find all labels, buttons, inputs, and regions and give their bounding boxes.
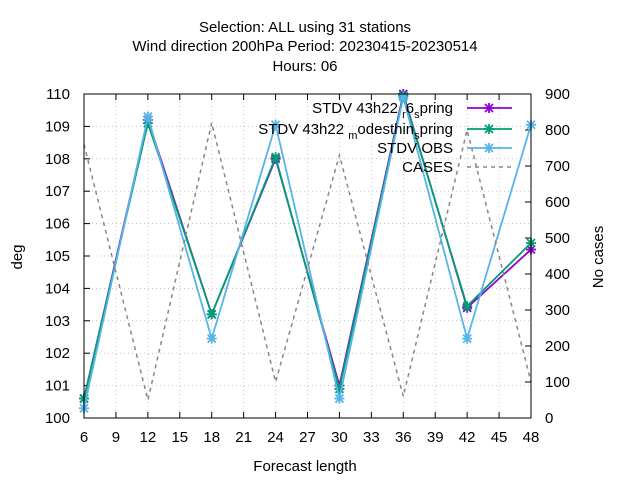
x-tick-label: 6 <box>80 429 88 446</box>
y-axis-label: deg <box>9 244 26 269</box>
title-line-1: Selection: ALL using 31 stations <box>199 19 411 36</box>
x-tick-label: 36 <box>395 429 412 446</box>
x-tick-label: 18 <box>203 429 220 446</box>
y2-tick-label: 0 <box>545 410 553 427</box>
x-tick-label: 33 <box>363 429 380 446</box>
data-point <box>206 333 217 344</box>
legend-entry: STDV 43h22 r6spring <box>312 100 512 121</box>
x-tick-label: 39 <box>427 429 444 446</box>
axis-ticks: 6 9 12 15 18 21 24 27 30 33 36 39 42 45 48 100 101 102 103… <box>45 86 570 446</box>
legend-entry: CASES <box>402 159 512 176</box>
legend-label: STDV OBS <box>377 140 453 157</box>
data-point <box>484 124 494 134</box>
y-tick-label: 101 <box>45 378 70 395</box>
data-point <box>462 301 473 312</box>
x-tick-label: 27 <box>299 429 316 446</box>
y-tick-label: 100 <box>45 410 70 427</box>
chart-title: Selection: ALL using 31 stations Wind di… <box>132 19 477 75</box>
y-tick-label: 106 <box>45 216 70 233</box>
x-tick-label: 45 <box>491 429 508 446</box>
data-point <box>484 103 494 113</box>
x-tick-label: 48 <box>523 429 540 446</box>
x-tick-label: 9 <box>112 429 120 446</box>
legend-entry: STDV 43h22 modesthinspring <box>258 121 512 142</box>
x-axis-label: Forecast length <box>253 458 356 475</box>
y2-tick-label: 800 <box>545 122 570 139</box>
title-line-2: Wind direction 200hPa Period: 20230415-2… <box>132 38 477 55</box>
plot-frame <box>83 93 532 419</box>
data-point <box>142 111 153 122</box>
data-point <box>484 143 494 153</box>
y-tick-label: 105 <box>45 248 70 265</box>
x-tick-label: 42 <box>459 429 476 446</box>
y-tick-label: 104 <box>45 280 70 297</box>
x-tick-label: 21 <box>235 429 252 446</box>
data-point <box>334 393 345 404</box>
legend-label: STDV 43h22 r6spring <box>312 100 453 121</box>
x-tick-label: 24 <box>267 429 284 446</box>
legend-label: CASES <box>402 159 453 176</box>
series-line <box>83 122 532 401</box>
x-tick-label: 12 <box>140 429 157 446</box>
y2-tick-label: 300 <box>545 302 570 319</box>
y-tick-label: 107 <box>45 183 70 200</box>
y-tick-label: 102 <box>45 345 70 362</box>
y2-axis-label: No cases <box>590 226 607 289</box>
series-line <box>83 96 532 409</box>
y-tick-label: 108 <box>45 151 70 168</box>
y2-tick-label: 400 <box>545 266 570 283</box>
y2-tick-label: 600 <box>545 194 570 211</box>
y-tick-label: 103 <box>45 313 70 330</box>
series-3 <box>79 92 536 414</box>
legend-entry: STDV OBS <box>377 140 512 157</box>
series-4 <box>83 122 532 401</box>
data-point <box>462 333 473 344</box>
legend-label: STDV 43h22 modesthinspring <box>258 121 453 142</box>
y2-tick-label: 700 <box>545 158 570 175</box>
x-tick-label: 30 <box>331 429 348 446</box>
y-tick-label: 110 <box>46 86 70 103</box>
title-line-3: Hours: 06 <box>272 58 337 75</box>
y-tick-label: 109 <box>45 118 70 135</box>
data-point <box>206 309 217 320</box>
data-point <box>270 152 281 163</box>
x-tick-label: 15 <box>171 429 188 446</box>
y2-tick-label: 200 <box>545 338 570 355</box>
y2-tick-label: 100 <box>545 374 570 391</box>
data-point <box>270 119 281 130</box>
y2-tick-label: 900 <box>545 86 570 103</box>
y2-tick-label: 500 <box>545 230 570 247</box>
